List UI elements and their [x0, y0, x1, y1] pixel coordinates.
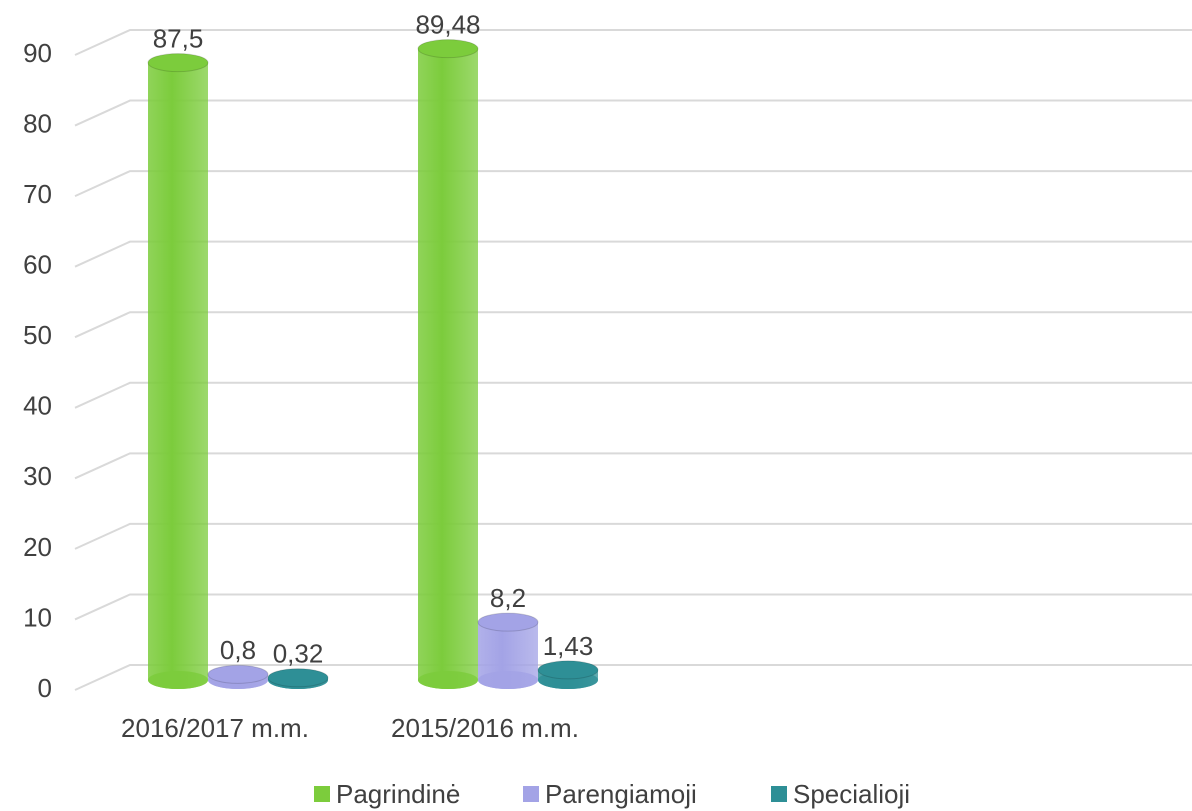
grid-line — [74, 664, 1192, 691]
grid-line — [74, 170, 1192, 198]
y-tick-label: 30 — [23, 461, 52, 491]
grid-line — [74, 311, 1192, 339]
legend-swatch — [523, 786, 539, 802]
data-label: 1,43 — [543, 631, 594, 661]
x-tick-label: 2015/2016 m.m. — [391, 713, 579, 743]
grid-line — [74, 29, 1192, 56]
bar-top — [477, 612, 539, 632]
data-label: 0,32 — [273, 639, 324, 669]
bar-top — [537, 660, 599, 680]
y-tick-label: 80 — [23, 108, 52, 138]
x-tick-label: 2016/2017 m.m. — [121, 713, 309, 743]
grid-line — [74, 99, 1192, 127]
legend-swatch — [314, 786, 330, 802]
y-tick-label: 10 — [23, 602, 52, 632]
y-tick-label: 40 — [23, 391, 52, 421]
y-tick-label: 20 — [23, 532, 52, 562]
y-tick-label: 50 — [23, 320, 52, 350]
grid-line — [74, 452, 1192, 480]
bar-top — [147, 53, 209, 73]
y-tick-label: 70 — [23, 179, 52, 209]
data-label: 87,5 — [153, 24, 204, 54]
legend-label: Parengiamoji — [545, 779, 697, 809]
bar-top — [207, 664, 269, 684]
bar — [478, 622, 538, 689]
legend-swatch — [771, 786, 787, 802]
y-tick-label: 60 — [23, 250, 52, 280]
grid-line — [74, 593, 1192, 621]
data-label: 8,2 — [490, 583, 526, 613]
data-label: 89,48 — [415, 10, 480, 40]
legend-label: Specialioji — [793, 779, 910, 809]
bar — [418, 48, 478, 690]
y-tick-label: 0 — [38, 673, 52, 703]
legend-label: Pagrindinė — [336, 779, 460, 809]
bar-top — [267, 668, 329, 688]
y-tick-label: 90 — [23, 38, 52, 68]
grid-line — [74, 381, 1192, 409]
bar — [148, 62, 208, 689]
data-label: 0,8 — [220, 635, 256, 665]
bar-top — [417, 39, 479, 59]
grid-line — [74, 522, 1192, 550]
grid-line — [74, 240, 1192, 268]
